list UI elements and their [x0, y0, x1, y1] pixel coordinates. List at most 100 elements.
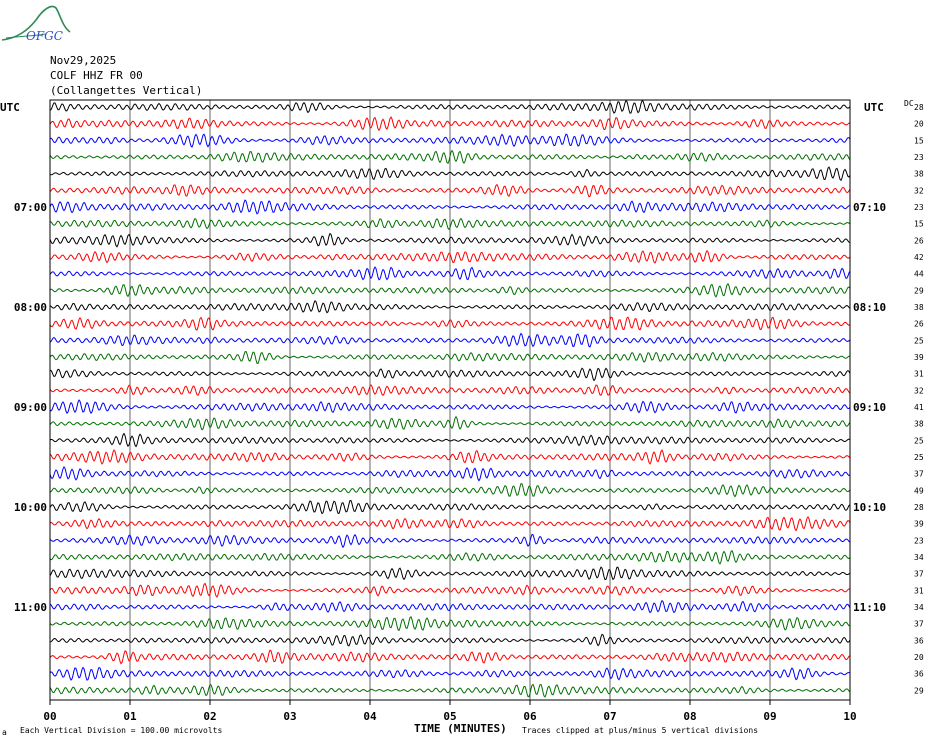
- dc-offset-label: 49: [914, 486, 924, 495]
- left-axis-title: UTC: [0, 101, 20, 114]
- dc-offset-label: 41: [914, 403, 924, 412]
- dc-offset-label: 26: [914, 320, 924, 329]
- dc-offset-labels: 28 20 15 23 38 32 23 15 26 42 44 29 38 26 25 39 31 32 41 38…: [914, 103, 924, 695]
- trace-row: [49, 515, 851, 532]
- trace-row: [49, 415, 851, 431]
- trace-row: [49, 149, 851, 165]
- dc-offset-label: 39: [914, 520, 924, 529]
- right-hour-label: 08:10: [853, 301, 886, 314]
- left-hour-label: 09:00: [14, 401, 47, 414]
- trace-row: [49, 316, 851, 331]
- trace-row: [49, 299, 851, 314]
- x-tick-label: 09: [763, 710, 776, 723]
- scale-note: Each Vertical Division = 100.00 microvol…: [20, 726, 222, 735]
- x-tick-label: 08: [683, 710, 696, 723]
- left-hour-label: 10:00: [14, 501, 47, 514]
- dc-offset-label: 25: [914, 436, 924, 445]
- dc-offset-label: 20: [914, 653, 924, 662]
- dc-offset-label: 29: [914, 686, 924, 695]
- corner-mark: a: [2, 728, 7, 737]
- left-hour-label: 11:00: [14, 601, 47, 614]
- left-hour-label: 08:00: [14, 301, 47, 314]
- station-location: (Collangettes Vertical): [50, 84, 203, 97]
- dc-offset-label: 36: [914, 670, 924, 679]
- trace-row: [49, 666, 851, 681]
- trace-row: [49, 217, 851, 231]
- x-axis-title: TIME (MINUTES): [414, 722, 507, 735]
- dc-offset-label: 28: [914, 503, 924, 512]
- dc-offset-label: 23: [914, 536, 924, 545]
- x-tick-label: 01: [123, 710, 137, 723]
- dc-offset-label: 32: [914, 386, 924, 395]
- trace-row: [49, 99, 851, 114]
- trace-row: [49, 367, 851, 382]
- page-title: Nov29,2025: [50, 54, 117, 67]
- trace-row: [49, 166, 851, 182]
- trace-row: [49, 500, 851, 515]
- dc-offset-label: 38: [914, 420, 924, 429]
- dc-offset-label: 23: [914, 203, 924, 212]
- trace-row: [49, 483, 851, 498]
- trace-row: [49, 199, 851, 215]
- right-hour-label: 09:10: [853, 401, 886, 414]
- seismic-traces: [49, 99, 851, 698]
- trace-row: [49, 232, 851, 248]
- right-hour-label: 10:10: [853, 501, 886, 514]
- time-grid: [129, 100, 771, 700]
- trace-row: [49, 683, 851, 698]
- trace-row: [49, 133, 851, 148]
- trace-row: [49, 549, 851, 565]
- trace-row: [49, 449, 851, 465]
- dc-offset-label: 38: [914, 303, 924, 312]
- dc-offset-label: 34: [914, 553, 924, 562]
- trace-row: [49, 384, 851, 397]
- dc-offset-label: 23: [914, 153, 924, 162]
- x-tick-label: 10: [843, 710, 856, 723]
- left-hour-labels: 07:00 08:00 09:00 10:00 11:00: [14, 201, 47, 614]
- trace-row: [49, 599, 851, 614]
- x-axis-ticks: 00 01 02 03 04 05 06 07 08 09 10: [43, 700, 857, 723]
- x-tick-label: 00: [43, 710, 56, 723]
- trace-row: [49, 282, 851, 298]
- x-tick-label: 07: [603, 710, 616, 723]
- dc-offset-label: 31: [914, 586, 924, 595]
- trace-row: [49, 649, 851, 665]
- x-tick-label: 05: [443, 710, 456, 723]
- dc-offset-label: 25: [914, 336, 924, 345]
- right-hour-label: 11:10: [853, 601, 886, 614]
- trace-row: [49, 533, 851, 549]
- dc-offset-label: 28: [914, 103, 924, 112]
- trace-row: [49, 183, 851, 198]
- right-axis-title: UTC: [864, 101, 884, 114]
- trace-row: [49, 566, 851, 581]
- trace-row: [49, 266, 851, 281]
- clip-note: Traces clipped at plus/minus 5 vertical …: [522, 726, 758, 735]
- trace-row: [49, 432, 851, 448]
- station-code: COLF HHZ FR 00: [50, 69, 143, 82]
- dc-offset-label: 37: [914, 620, 924, 629]
- trace-row: [49, 332, 851, 348]
- dc-offset-label: 15: [914, 220, 924, 229]
- dc-offset-label: 39: [914, 353, 924, 362]
- x-tick-label: 04: [363, 710, 377, 723]
- trace-row: [49, 350, 851, 365]
- left-hour-label: 07:00: [14, 201, 47, 214]
- dc-offset-label: 25: [914, 453, 924, 462]
- ofgc-logo: OFGC: [1, 5, 71, 43]
- dc-offset-label: 38: [914, 170, 924, 179]
- right-hour-label: 07:10: [853, 201, 886, 214]
- trace-row: [49, 465, 851, 482]
- x-tick-label: 06: [523, 710, 537, 723]
- dc-offset-label: 26: [914, 236, 924, 245]
- trace-row: [49, 116, 851, 132]
- dc-offset-label: 42: [914, 253, 924, 262]
- dc-offset-label: 29: [914, 286, 924, 295]
- trace-row: [49, 249, 851, 264]
- svg-text:OFGC: OFGC: [26, 29, 63, 43]
- trace-row: [49, 582, 851, 598]
- x-tick-label: 02: [203, 710, 216, 723]
- dc-column-title: DC: [904, 99, 914, 108]
- dc-offset-label: 37: [914, 470, 924, 479]
- trace-row: [49, 616, 851, 632]
